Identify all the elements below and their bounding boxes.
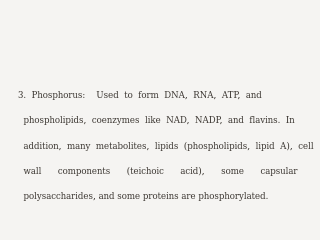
Text: 3.  Phosphorus:    Used  to  form  DNA,  RNA,  ATP,  and: 3. Phosphorus: Used to form DNA, RNA, AT… — [18, 91, 261, 100]
Text: wall      components      (teichoic      acid),      some      capsular: wall components (teichoic acid), some ca… — [18, 167, 297, 176]
Text: addition,  many  metabolites,  lipids  (phospholipids,  lipid  A),  cell: addition, many metabolites, lipids (phos… — [18, 142, 313, 151]
Text: phospholipids,  coenzymes  like  NAD,  NADP,  and  flavins.  In: phospholipids, coenzymes like NAD, NADP,… — [18, 116, 294, 125]
Text: polysaccharides, and some proteins are phosphorylated.: polysaccharides, and some proteins are p… — [18, 192, 268, 201]
